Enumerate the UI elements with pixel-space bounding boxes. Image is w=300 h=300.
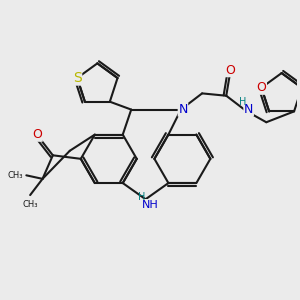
Text: O: O (225, 64, 235, 76)
Text: CH₃: CH₃ (7, 171, 23, 180)
Text: NH: NH (142, 200, 158, 210)
Text: H: H (138, 192, 146, 202)
Text: H: H (239, 97, 246, 106)
Text: N: N (178, 103, 188, 116)
Text: O: O (256, 81, 266, 94)
Text: S: S (73, 71, 82, 85)
Text: O: O (32, 128, 42, 141)
Text: CH₃: CH₃ (22, 200, 38, 209)
Text: N: N (244, 103, 253, 116)
